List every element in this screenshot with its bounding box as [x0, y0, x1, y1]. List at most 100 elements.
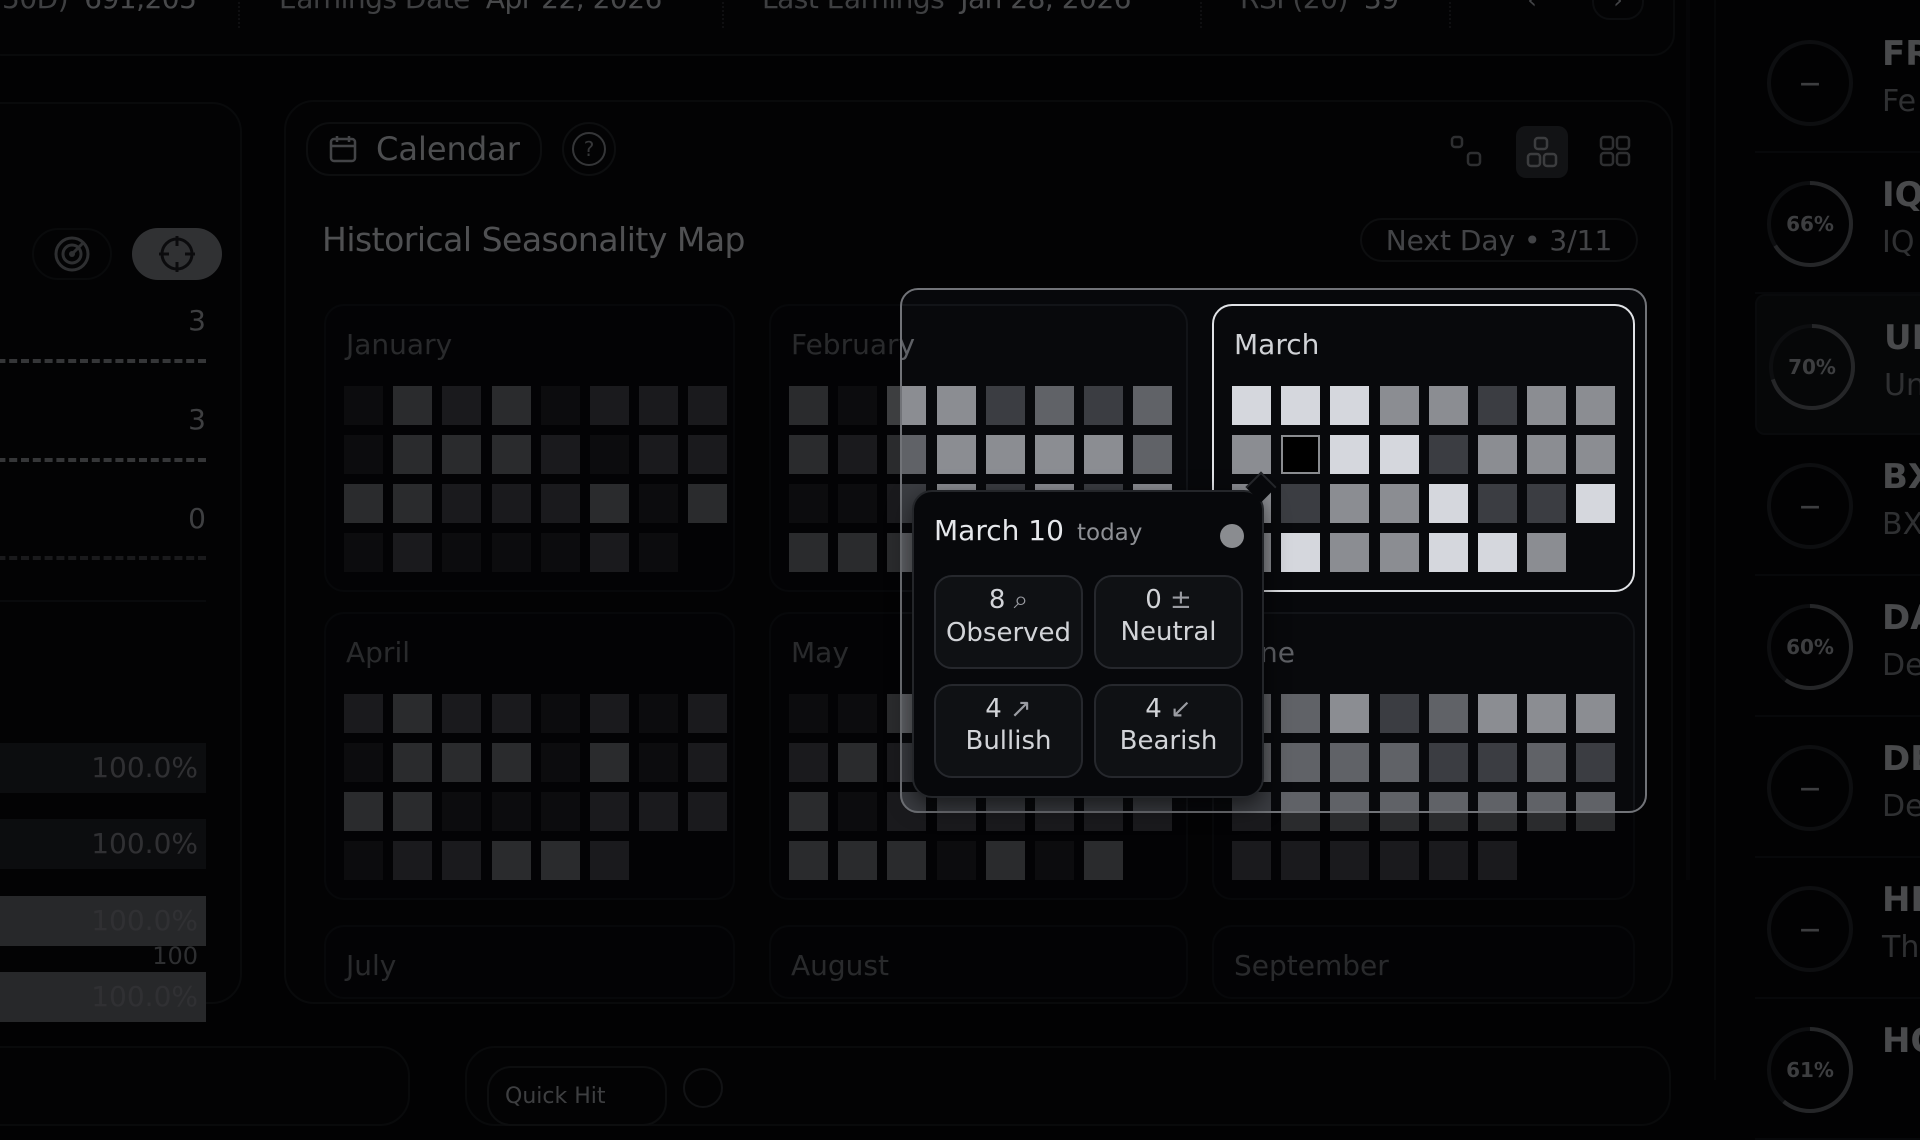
- day-cell[interactable]: [1428, 484, 1468, 523]
- day-cell[interactable]: [590, 484, 629, 523]
- watchlist-item[interactable]: 70% UP Un: [1755, 294, 1920, 435]
- month-card-june[interactable]: June: [1212, 612, 1635, 900]
- day-cell[interactable]: [789, 743, 828, 782]
- view-small-button[interactable]: [1446, 128, 1486, 174]
- day-cell[interactable]: [688, 484, 728, 523]
- day-cell[interactable]: [540, 435, 580, 474]
- day-cell[interactable]: [887, 841, 927, 880]
- day-cell[interactable]: [1330, 841, 1370, 880]
- day-cell[interactable]: [393, 792, 433, 831]
- day-cell[interactable]: [1379, 386, 1419, 425]
- day-cell[interactable]: [1232, 841, 1271, 880]
- help-icon[interactable]: [683, 1068, 723, 1108]
- day-cell[interactable]: [688, 694, 728, 733]
- day-cell[interactable]: [442, 743, 482, 782]
- day-cell[interactable]: [1133, 386, 1173, 425]
- day-cell[interactable]: [590, 792, 629, 831]
- day-cell[interactable]: [491, 694, 531, 733]
- day-cell[interactable]: [540, 533, 580, 572]
- day-cell[interactable]: [1527, 484, 1567, 523]
- day-cell[interactable]: [688, 386, 728, 425]
- day-cell[interactable]: [838, 484, 878, 523]
- watchlist-item[interactable]: — DE De: [1755, 717, 1920, 858]
- month-card-march[interactable]: March: [1212, 304, 1635, 592]
- radar-toggle[interactable]: [32, 228, 112, 280]
- day-cell[interactable]: [590, 743, 629, 782]
- month-card-april[interactable]: April: [324, 612, 735, 900]
- day-cell[interactable]: [1576, 694, 1616, 733]
- day-cell[interactable]: [1576, 743, 1616, 782]
- month-card-august[interactable]: August: [769, 925, 1188, 999]
- day-cell[interactable]: [838, 792, 878, 831]
- day-cell[interactable]: [344, 694, 383, 733]
- day-cell[interactable]: [1478, 533, 1517, 572]
- day-cell[interactable]: [1330, 694, 1370, 733]
- day-cell[interactable]: [639, 435, 679, 474]
- day-cell[interactable]: [985, 386, 1025, 425]
- day-cell[interactable]: [1478, 694, 1517, 733]
- day-cell[interactable]: [1379, 743, 1419, 782]
- day-cell[interactable]: [442, 533, 482, 572]
- day-cell[interactable]: [442, 484, 482, 523]
- day-cell[interactable]: [1379, 435, 1419, 474]
- day-cell[interactable]: [1478, 484, 1517, 523]
- day-cell[interactable]: [1035, 386, 1074, 425]
- day-cell[interactable]: [590, 435, 629, 474]
- day-cell[interactable]: [838, 533, 878, 572]
- day-cell[interactable]: [1084, 841, 1124, 880]
- day-cell[interactable]: [491, 792, 531, 831]
- day-cell[interactable]: [1035, 435, 1074, 474]
- day-cell[interactable]: [1428, 435, 1468, 474]
- day-cell[interactable]: [540, 743, 580, 782]
- calendar-tab[interactable]: Calendar: [306, 122, 542, 176]
- day-cell[interactable]: [639, 743, 679, 782]
- day-cell[interactable]: [1330, 743, 1370, 782]
- scrollbar[interactable]: [1686, 0, 1690, 880]
- day-cell[interactable]: [1428, 533, 1468, 572]
- day-cell[interactable]: [1428, 792, 1468, 831]
- day-cell[interactable]: [344, 435, 383, 474]
- day-cell[interactable]: [1428, 694, 1468, 733]
- day-cell[interactable]: [1232, 386, 1271, 425]
- day-cell[interactable]: [789, 841, 828, 880]
- day-cell[interactable]: [1084, 435, 1124, 474]
- day-cell[interactable]: [1379, 484, 1419, 523]
- day-cell[interactable]: [1035, 841, 1074, 880]
- day-cell[interactable]: [540, 694, 580, 733]
- quick-hit-button[interactable]: Quick Hit: [487, 1066, 667, 1126]
- day-cell[interactable]: [1478, 743, 1517, 782]
- day-cell[interactable]: [887, 435, 927, 474]
- target-toggle[interactable]: [132, 228, 222, 280]
- day-cell[interactable]: [491, 386, 531, 425]
- day-cell[interactable]: [789, 694, 828, 733]
- day-cell[interactable]: [590, 841, 629, 880]
- day-cell[interactable]: [838, 435, 878, 474]
- day-cell[interactable]: [1379, 694, 1419, 733]
- day-cell[interactable]: [393, 743, 433, 782]
- day-cell[interactable]: [1281, 743, 1321, 782]
- day-cell[interactable]: [936, 841, 976, 880]
- day-cell[interactable]: [838, 743, 878, 782]
- day-cell[interactable]: [1527, 694, 1567, 733]
- day-cell[interactable]: [789, 386, 828, 425]
- day-cell[interactable]: [838, 386, 878, 425]
- day-cell[interactable]: [540, 386, 580, 425]
- day-cell[interactable]: [1281, 533, 1321, 572]
- day-cell[interactable]: [1330, 484, 1370, 523]
- day-cell[interactable]: [540, 484, 580, 523]
- day-cell[interactable]: [344, 386, 383, 425]
- day-cell[interactable]: [789, 792, 828, 831]
- day-cell[interactable]: [1527, 533, 1567, 572]
- day-cell[interactable]: [1330, 533, 1370, 572]
- day-cell[interactable]: [393, 435, 433, 474]
- month-card-september[interactable]: September: [1212, 925, 1635, 999]
- day-cell[interactable]: [1428, 386, 1468, 425]
- day-cell[interactable]: [491, 435, 531, 474]
- day-cell[interactable]: [344, 533, 383, 572]
- day-cell[interactable]: [590, 533, 629, 572]
- day-cell[interactable]: [1478, 435, 1517, 474]
- day-cell[interactable]: [1527, 743, 1567, 782]
- day-cell[interactable]: [688, 743, 728, 782]
- day-cell[interactable]: [1379, 792, 1419, 831]
- day-cell[interactable]: [789, 435, 828, 474]
